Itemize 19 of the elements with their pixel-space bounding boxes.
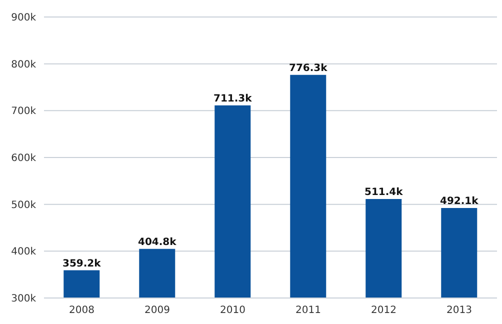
- data-label: 511.4k: [364, 186, 404, 198]
- data-label: 359.2k: [62, 258, 102, 270]
- y-tick-label: 400k: [11, 246, 36, 258]
- x-tick-label: 2011: [296, 305, 321, 316]
- x-tick-label: 2008: [69, 305, 94, 316]
- x-tick-label: 2012: [371, 305, 396, 316]
- data-label: 776.3k: [288, 62, 328, 74]
- data-label: 492.1k: [440, 196, 479, 208]
- data-label: 404.8k: [138, 236, 177, 248]
- data-label: 711.3k: [213, 93, 252, 104]
- y-tick-label: 600k: [11, 153, 36, 164]
- y-tick-label: 300k: [11, 294, 36, 305]
- x-tick-label: 2010: [220, 305, 246, 316]
- x-tick-label: 2013: [446, 305, 472, 316]
- y-tick-label: 800k: [11, 59, 36, 70]
- y-tick-label: 500k: [11, 200, 36, 211]
- y-tick-label: 900k: [11, 12, 36, 24]
- y-tick-label: 700k: [11, 106, 36, 118]
- x-tick-label: 2009: [144, 305, 170, 316]
